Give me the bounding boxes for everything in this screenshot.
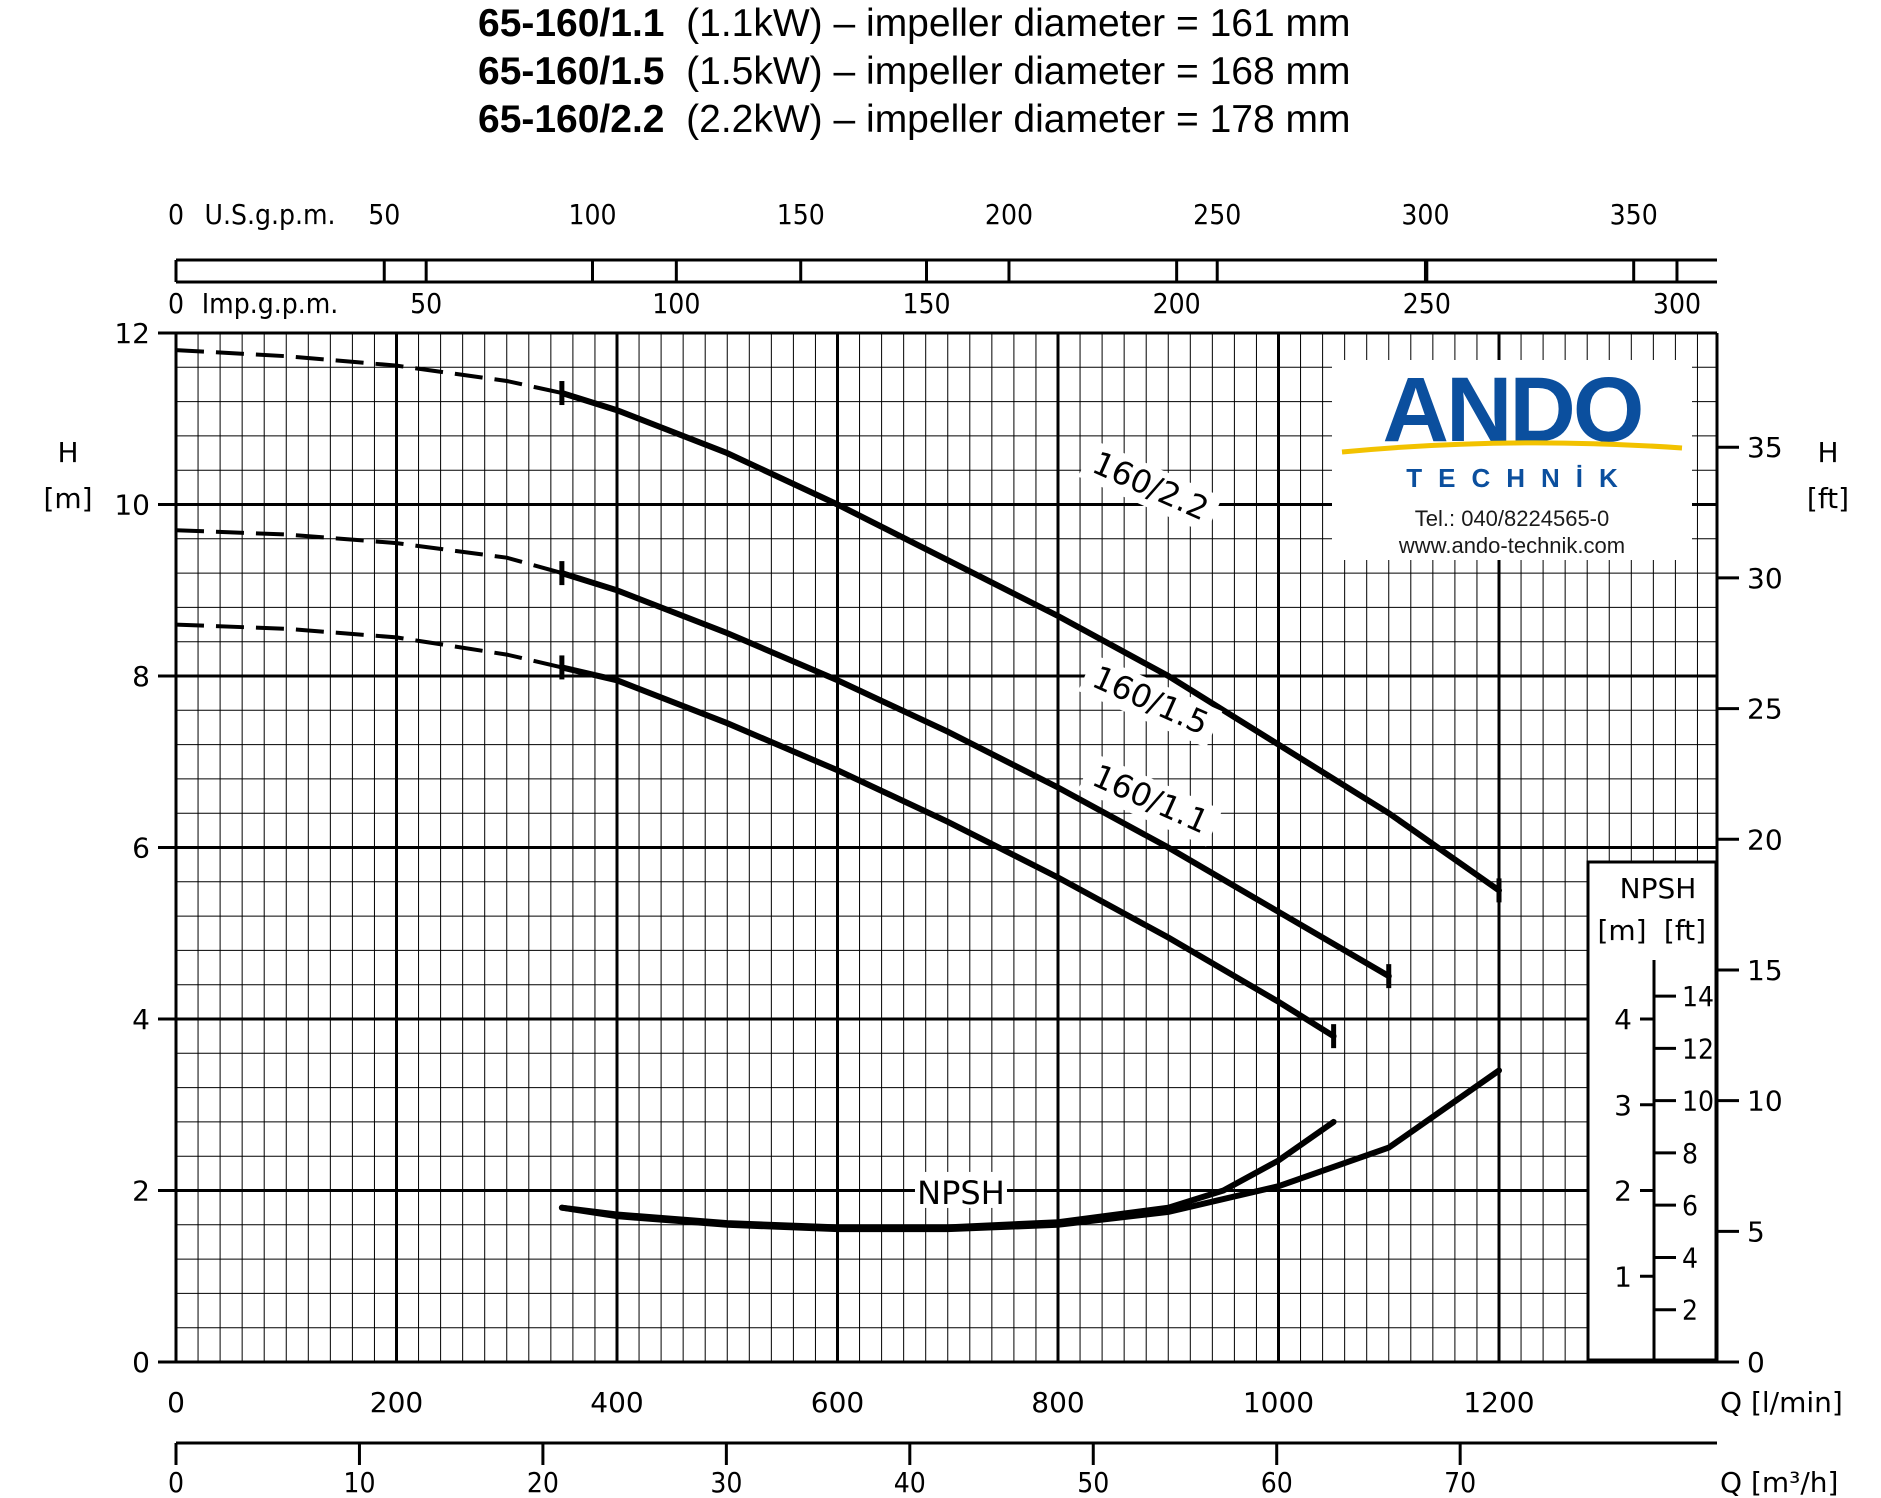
y-ft-tick-label: 0 — [1747, 1346, 1765, 1379]
y-ft-tick-label: 20 — [1747, 823, 1783, 856]
secondary-axis-tick-label: 0 — [168, 287, 184, 320]
logo-subtitle: TECHNİK — [1406, 463, 1634, 493]
secondary-axis-tick-label: 50 — [410, 287, 442, 320]
y-right-axis-label-h: H — [1817, 436, 1838, 469]
y-tick-label: 8 — [132, 660, 150, 693]
series-dashed-160/2.2 — [175, 348, 563, 395]
series-line-160/1.5 — [558, 570, 1392, 980]
y-axis-label-h: H — [57, 436, 78, 469]
secondary-axis-tick-label: 350 — [1610, 198, 1658, 231]
series-dashed-160/1.5 — [175, 528, 563, 576]
series-dashed-160/1.1 — [175, 622, 563, 670]
x-tick-label: 400 — [590, 1386, 643, 1419]
y-ft-tick-label: 5 — [1747, 1215, 1765, 1248]
x-tick-label: 1000 — [1243, 1386, 1314, 1419]
npsh-ft-tick-label: 2 — [1682, 1294, 1698, 1327]
curves — [175, 348, 1502, 1233]
y-ft-tick-label: 30 — [1747, 562, 1783, 595]
npsh-ft-tick-label: 6 — [1682, 1189, 1698, 1222]
x-tick-label: 200 — [370, 1386, 423, 1419]
npsh-m-tick-label: 1 — [1614, 1260, 1632, 1293]
npsh-ft-tick-label: 8 — [1682, 1137, 1698, 1170]
secondary-axis-tick-label: 250 — [1193, 198, 1241, 231]
secondary-axis-tick-label: 50 — [368, 198, 400, 231]
npsh-ft-tick-label: 14 — [1682, 980, 1714, 1013]
curve-label-bg — [1078, 440, 1223, 534]
y-right-axis-label-unit: [ft] — [1807, 482, 1849, 515]
curve-label-bg — [1078, 753, 1223, 847]
curve-label-160/1.5: 160/1.5 — [1087, 658, 1215, 743]
x-tick-label: 800 — [1031, 1386, 1084, 1419]
series-line-160/1.1 — [558, 664, 1337, 1040]
x-tick-label: 600 — [811, 1386, 864, 1419]
x-axis-unit-label: Q [l/min] — [1720, 1386, 1843, 1419]
curve-label-160/2.2: 160/2.2 — [1087, 444, 1215, 529]
secondary-axis-tick-label: 20 — [527, 1466, 559, 1498]
secondary-axis-unit-label: Q [m³/h] — [1720, 1466, 1838, 1498]
npsh-m-tick-label: 4 — [1614, 1003, 1632, 1036]
curve-label-bg — [1078, 654, 1223, 748]
secondary-axis-tick-label: 50 — [1077, 1466, 1109, 1498]
npsh-label-bg — [914, 1171, 1007, 1208]
secondary-axis-tick-label: 200 — [985, 198, 1033, 231]
title-line-2: 65-160/1.5 (1.5kW) – impeller diameter =… — [478, 50, 1351, 93]
npsh-ft-tick-label: 4 — [1682, 1241, 1698, 1274]
y-ft-tick-label: 35 — [1747, 431, 1783, 464]
curve-label-160/1.1: 160/1.1 — [1087, 757, 1215, 842]
y-tick-label: 10 — [114, 489, 150, 522]
y-tick-label: 6 — [132, 832, 150, 865]
logo-website: www.ando-technik.com — [1398, 533, 1626, 558]
chart-title-block: 65-160/1.1 (1.1kW) – impeller diameter =… — [0, 0, 1881, 150]
curve-label-npsh: NPSH — [917, 1174, 1005, 1212]
secondary-axis-unit-label: Imp.g.p.m. — [202, 287, 339, 320]
y-axis-label-unit: [m] — [43, 482, 92, 515]
secondary-axis-tick-label: 30 — [710, 1466, 742, 1498]
secondary-axis-tick-label: 250 — [1403, 287, 1451, 320]
npsh-m-tick-label: 3 — [1614, 1089, 1632, 1122]
npsh-scale-title: NPSH — [1620, 872, 1697, 905]
secondary-axis-tick-label: 200 — [1153, 287, 1201, 320]
series-line-NPSH — [558, 1067, 1502, 1233]
npsh-scale-unit-ft: [ft] — [1664, 914, 1706, 947]
y-tick-label: 0 — [132, 1346, 150, 1379]
secondary-axis-tick-label: 0 — [168, 198, 184, 231]
y-ft-tick-label: 25 — [1747, 693, 1783, 726]
secondary-axis-tick-label: 60 — [1261, 1466, 1293, 1498]
y-tick-label: 4 — [132, 1003, 150, 1036]
logo-phone: Tel.: 040/8224565-0 — [1414, 506, 1610, 531]
title-line-3: 65-160/2.2 (2.2kW) – impeller diameter =… — [478, 98, 1351, 141]
ando-technik-logo: ANDO TECHNİK Tel.: 040/8224565-0 www.and… — [1332, 360, 1692, 560]
y-tick-label: 2 — [132, 1175, 150, 1208]
y-tick-label: 12 — [114, 317, 150, 350]
logo-swoosh-icon — [1341, 440, 1683, 455]
npsh-ft-tick-label: 10 — [1682, 1085, 1714, 1118]
title-line-1: 65-160/1.1 (1.1kW) – impeller diameter =… — [478, 2, 1351, 45]
secondary-axis-tick-label: 100 — [568, 198, 616, 231]
secondary-axis-tick-label: 40 — [894, 1466, 926, 1498]
x-tick-label: 1200 — [1463, 1386, 1534, 1419]
series-line-npsh-alt — [558, 1118, 1337, 1231]
secondary-axis-tick-label: 70 — [1444, 1466, 1476, 1498]
x-tick-label: 0 — [167, 1386, 185, 1419]
series-line-160/2.2 — [558, 390, 1502, 894]
secondary-axis-tick-label: 0 — [168, 1466, 184, 1498]
secondary-axis-tick-label: 10 — [343, 1466, 375, 1498]
secondary-axis-tick-label: 150 — [777, 198, 825, 231]
npsh-m-tick-label: 2 — [1614, 1175, 1632, 1208]
secondary-axis-tick-label: 300 — [1401, 198, 1449, 231]
npsh-scale-unit-m: [m] — [1597, 914, 1646, 947]
secondary-axis-tick-label: 300 — [1653, 287, 1701, 320]
secondary-axis-unit-label: U.S.g.p.m. — [205, 198, 336, 231]
secondary-axis-tick-label: 100 — [652, 287, 700, 320]
secondary-axis-tick-label: 150 — [902, 287, 950, 320]
npsh-ft-tick-label: 12 — [1682, 1032, 1714, 1065]
y-ft-tick-label: 15 — [1747, 954, 1783, 987]
y-ft-tick-label: 10 — [1747, 1085, 1783, 1118]
